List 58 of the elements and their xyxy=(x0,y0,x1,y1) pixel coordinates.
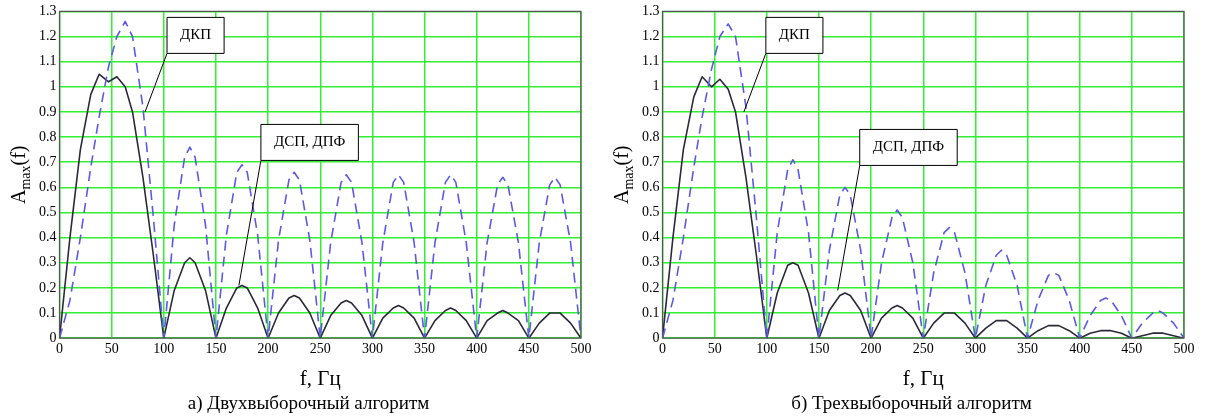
y-tick-label: 0.2 xyxy=(642,279,660,295)
x-tick-label: 300 xyxy=(361,341,383,357)
x-tick-label: 100 xyxy=(756,341,778,357)
y-tick-label: 0.2 xyxy=(39,279,57,295)
x-tick-label: 300 xyxy=(964,341,986,357)
annotation: ДКП xyxy=(778,26,811,43)
y-tick-label: 0.8 xyxy=(642,128,660,144)
y-tick-label: 0 xyxy=(652,329,660,345)
x-tick-label: 450 xyxy=(1121,341,1143,357)
annotation: ДСП, ДПФ xyxy=(872,138,945,155)
y-tick-label: 1.2 xyxy=(39,28,57,44)
x-tick-label: 500 xyxy=(1173,341,1195,357)
y-tick-label: 1.2 xyxy=(642,28,660,44)
y-tick-label: 0.6 xyxy=(642,179,660,195)
y-tick-label: 1.1 xyxy=(642,53,660,69)
y-axis-title: Amax(f) xyxy=(7,145,33,205)
y-tick-label: 0.7 xyxy=(39,153,57,169)
x-tick-label: 400 xyxy=(1069,341,1091,357)
x-tick-label: 350 xyxy=(1017,341,1039,357)
x-tick-label: 50 xyxy=(707,341,722,357)
y-tick-label: 0.9 xyxy=(642,103,660,119)
annotation: ДСП, ДПФ xyxy=(273,133,346,150)
x-tick-label: 50 xyxy=(104,341,119,357)
y-tick-label: 0.7 xyxy=(642,153,660,169)
x-tick-label: 100 xyxy=(153,341,175,357)
x-tick-label: 400 xyxy=(466,341,488,357)
y-tick-label: 0.4 xyxy=(642,229,660,245)
y-tick-label: 0 xyxy=(49,329,57,345)
y-tick-label: 0.4 xyxy=(39,229,57,245)
y-tick-label: 0.3 xyxy=(642,254,660,270)
y-tick-label: 0.9 xyxy=(39,103,57,119)
x-axis-title: f, Гц xyxy=(902,366,944,391)
y-tick-label: 0.3 xyxy=(39,254,57,270)
x-tick-label: 150 xyxy=(205,341,227,357)
x-tick-label: 150 xyxy=(808,341,830,357)
y-tick-label: 0.6 xyxy=(39,179,57,195)
x-tick-label: 200 xyxy=(860,341,882,357)
x-tick-label: 250 xyxy=(309,341,331,357)
y-tick-label: 1.3 xyxy=(642,3,660,19)
y-tick-label: 0.5 xyxy=(39,204,57,220)
x-tick-label: 500 xyxy=(570,341,592,357)
x-tick-label: 350 xyxy=(414,341,436,357)
y-tick-label: 0.1 xyxy=(39,304,57,320)
annotation: ДКП xyxy=(180,26,212,43)
y-tick-label: 0.5 xyxy=(642,204,660,220)
text: б) Трехвыборочный алгоритм xyxy=(791,391,1032,414)
x-tick-label: 200 xyxy=(257,341,279,357)
y-tick-label: 0.1 xyxy=(642,304,660,320)
y-tick-label: 1 xyxy=(652,78,660,94)
x-tick-label: 250 xyxy=(912,341,934,357)
y-tick-label: 1 xyxy=(49,78,57,94)
y-tick-label: 0.8 xyxy=(39,128,57,144)
x-tick-label: 450 xyxy=(518,341,540,357)
text: а) Двухвыборочный алгоритм xyxy=(187,391,430,414)
y-tick-label: 1.1 xyxy=(39,53,57,69)
x-axis-title: f, Гц xyxy=(299,366,341,391)
y-tick-label: 1.3 xyxy=(39,3,57,19)
y-axis-title: Amax(f) xyxy=(610,145,636,205)
